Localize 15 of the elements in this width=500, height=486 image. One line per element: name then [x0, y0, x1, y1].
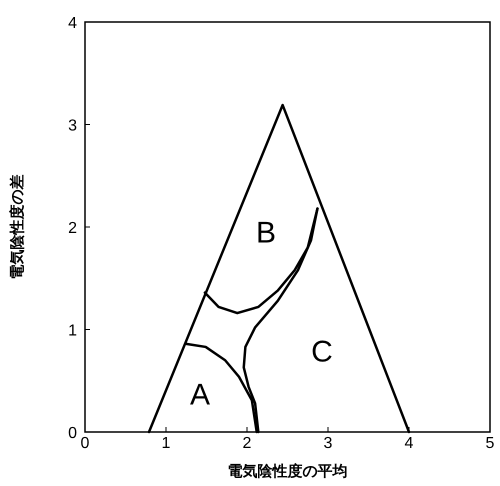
x-tick-label: 2 [242, 435, 252, 452]
x-tick-label: 0 [80, 435, 90, 452]
x-tick-label: 1 [162, 435, 171, 452]
x-axis-title: 電気陰性度の平均 [228, 462, 348, 480]
y-axis-title: 電気陰性度の差 [8, 174, 26, 280]
y-tick-label: 3 [68, 118, 78, 134]
x-tick-label: 3 [324, 435, 333, 452]
annotation: B [256, 216, 276, 250]
annotation: A [190, 378, 210, 412]
y-tick-label: 2 [68, 220, 78, 237]
y-tick-label: 4 [68, 15, 78, 32]
x-tick-label: 5 [486, 435, 495, 452]
y-tick-label: 1 [68, 322, 78, 340]
annotation: C [311, 336, 333, 368]
x-tick-label: 4 [404, 435, 414, 452]
